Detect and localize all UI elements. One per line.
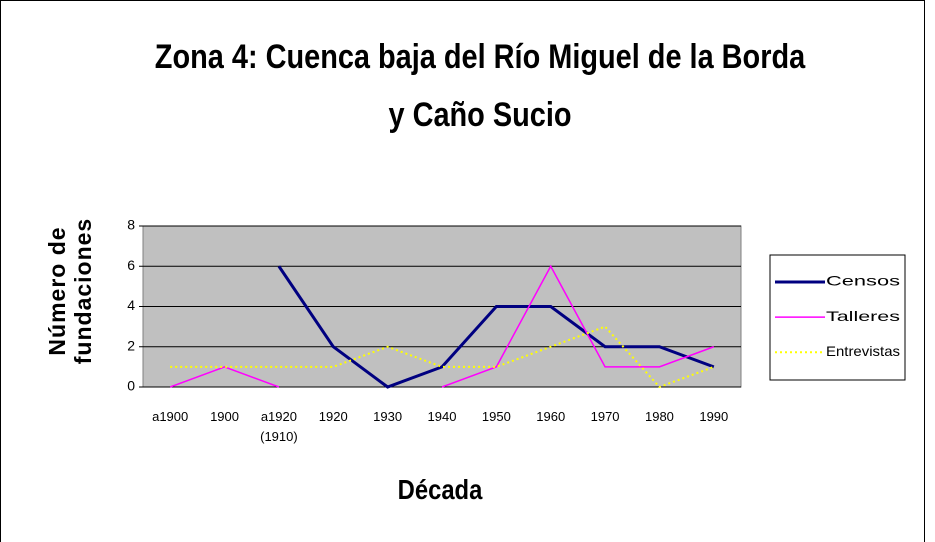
y-tick-label: 4 (127, 297, 135, 313)
x-tick-label: a1920 (1910) (260, 409, 298, 444)
y-tick-label: 2 (127, 337, 135, 353)
y-tick-label: 0 (127, 378, 135, 394)
x-tick-label: 1970 (590, 409, 620, 424)
y-tick-label: 8 (127, 217, 135, 233)
legend-label: Entrevistas (826, 343, 900, 359)
x-axis-label: Década (397, 474, 483, 505)
x-tick-label: 1940 (427, 409, 457, 424)
x-tick-label: 1920 (318, 409, 348, 424)
x-tick-label: 1930 (373, 409, 403, 424)
x-tick-label: 1990 (699, 409, 729, 424)
chart-title: Zona 4: Cuenca baja del Río Miguel de la… (154, 38, 806, 134)
x-tick-label: 1950 (481, 409, 511, 424)
legend-label: Talleres (826, 308, 900, 324)
x-tick-label: 1980 (644, 409, 674, 424)
series-line (170, 325, 715, 389)
legend-label: Censos (826, 273, 900, 289)
series-line (277, 265, 715, 389)
x-tick-label: a1900 (152, 409, 189, 424)
y-tick-label: 6 (127, 257, 135, 273)
x-tick-label: 1960 (536, 409, 566, 424)
series-line (169, 264, 715, 388)
x-tick-label: 1900 (210, 409, 239, 424)
